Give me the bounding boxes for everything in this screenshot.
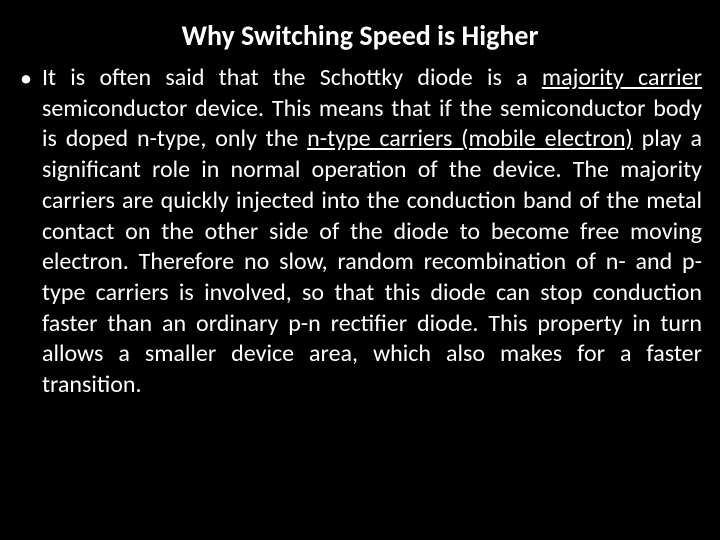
slide-body: It is often said that the Schottky diode…: [42, 63, 702, 401]
body-part-1: It is often said that the Schottky diode…: [42, 63, 542, 92]
slide-title: Why Switching Speed is Higher: [18, 18, 702, 53]
body-part-3: play a significant role in normal operat…: [42, 124, 702, 399]
underline-ntype-carriers: n-type carriers (mobile electron): [307, 124, 633, 153]
underline-majority-carrier: majority carrier: [542, 63, 702, 92]
bullet-glyph: •: [18, 63, 42, 94]
bullet-item: • It is often said that the Schottky dio…: [18, 63, 702, 401]
